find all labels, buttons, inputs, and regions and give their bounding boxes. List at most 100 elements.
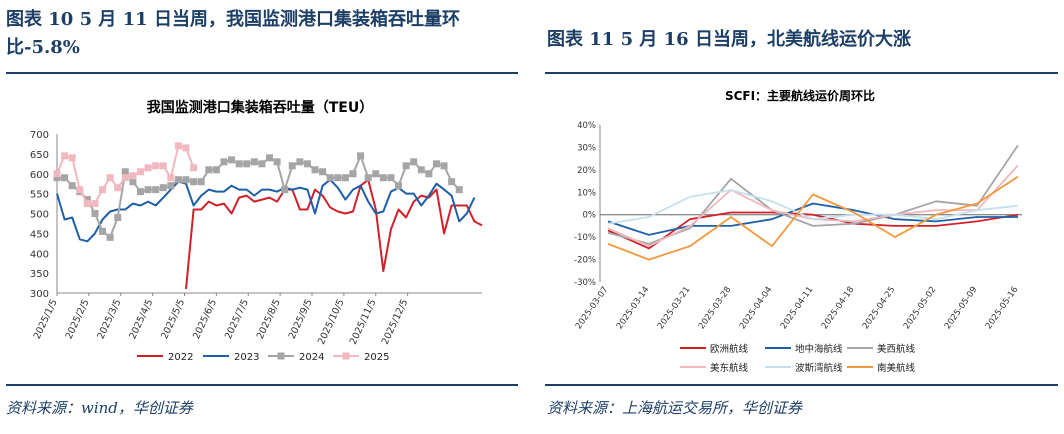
x-tick-label: 2025-05-16 bbox=[984, 285, 1021, 331]
series-marker-2024 bbox=[212, 166, 220, 174]
series-marker-2024 bbox=[99, 227, 107, 235]
series-marker-2025 bbox=[91, 200, 99, 208]
legend-label-南美航线: 南美航线 bbox=[877, 362, 916, 374]
series-marker-2024 bbox=[349, 170, 357, 178]
series-marker-2024 bbox=[121, 168, 129, 176]
series-marker-2024 bbox=[68, 182, 76, 190]
right-source: 资料来源：上海航运交易所，华创证券 bbox=[547, 399, 803, 417]
left-source-rule bbox=[6, 384, 518, 386]
series-marker-2025 bbox=[136, 168, 144, 176]
series-marker-2024 bbox=[281, 186, 289, 194]
series-marker-2024 bbox=[235, 160, 243, 168]
y-tick-label: 300 bbox=[30, 289, 49, 300]
left-heading-line1: 图表 10 5 月 11 日当周，我国监测港口集装箱吞吐量环 bbox=[6, 9, 460, 30]
x-tick-label: 2025-04-25 bbox=[861, 285, 898, 331]
x-tick-label: 2025/2/5 bbox=[64, 298, 92, 341]
series-marker-2025 bbox=[129, 172, 137, 180]
y-tick-label: -10% bbox=[574, 233, 596, 243]
x-tick-label: 2025/6/5 bbox=[191, 298, 219, 341]
series-marker-2024 bbox=[402, 162, 410, 170]
series-marker-2024 bbox=[364, 174, 372, 182]
series-marker-2024 bbox=[174, 176, 182, 184]
series-marker-2024 bbox=[106, 233, 114, 241]
series-marker-2025 bbox=[167, 174, 175, 182]
series-marker-2025 bbox=[152, 162, 160, 170]
legend-label-美西航线: 美西航线 bbox=[877, 343, 916, 355]
series-marker-2024 bbox=[258, 160, 266, 168]
series-line-波斯湾航线 bbox=[607, 189, 1019, 225]
y-tick-label: 30% bbox=[577, 143, 596, 153]
series-marker-2024 bbox=[61, 174, 69, 182]
series-marker-2025 bbox=[190, 164, 198, 172]
series-marker-2024 bbox=[182, 176, 190, 184]
y-tick-label: 40% bbox=[577, 121, 596, 131]
series-marker-2024 bbox=[303, 160, 311, 168]
series-marker-2024 bbox=[228, 156, 236, 164]
series-marker-2024 bbox=[114, 213, 122, 221]
series-marker-2024 bbox=[288, 162, 296, 170]
legend-marker-2025 bbox=[342, 352, 350, 360]
chart-title: 我国监测港口集装箱吞吐量（TEU） bbox=[147, 99, 373, 116]
y-tick-label: 350 bbox=[30, 269, 49, 280]
left-chart: 我国监测港口集装箱吞吐量（TEU） 300 350 400 450 500 550 600 65… bbox=[30, 99, 483, 363]
series-marker-2024 bbox=[266, 154, 273, 162]
x-tick-label: 2025/3/5 bbox=[95, 298, 123, 341]
y-tick-label: 650 bbox=[30, 150, 49, 161]
series-line-2024 bbox=[57, 154, 460, 239]
x-tick-label: 2025-05-09 bbox=[943, 285, 980, 331]
series-marker-2024 bbox=[395, 182, 403, 190]
x-tick-label: 2025-04-04 bbox=[738, 285, 775, 331]
y-tick-label: 550 bbox=[30, 190, 49, 201]
chart-title: SCFI：主要航线运价周环比 bbox=[725, 88, 875, 103]
series-line-2022 bbox=[185, 178, 483, 290]
x-tick-label: 2025/4/5 bbox=[127, 298, 155, 341]
x-tick-label: 2025-03-07 bbox=[574, 285, 611, 331]
series-marker-2024 bbox=[129, 178, 137, 186]
series-marker-2025 bbox=[114, 184, 122, 192]
series-marker-2024 bbox=[273, 158, 281, 166]
y-tick-label: 600 bbox=[30, 170, 49, 181]
y-tick-label: 10% bbox=[577, 188, 596, 198]
series-marker-2024 bbox=[167, 182, 175, 190]
x-tick-label: 2025/8/5 bbox=[255, 298, 283, 341]
legend-label-2023: 2023 bbox=[234, 352, 259, 363]
series-marker-2024 bbox=[372, 170, 380, 178]
right-figure-heading: 图表 11 5 月 16 日当周，北美航线运价大涨 bbox=[547, 29, 911, 50]
legend-label-地中海航线: 地中海航线 bbox=[795, 343, 843, 355]
series-marker-2024 bbox=[326, 174, 334, 182]
series-marker-2024 bbox=[417, 166, 425, 174]
series-marker-2025 bbox=[83, 200, 91, 208]
series-marker-2025 bbox=[121, 174, 129, 182]
legend-marker-2024 bbox=[277, 352, 285, 360]
legend-label-2025: 2025 bbox=[364, 352, 389, 363]
x-tick-label: 2025/1/5 bbox=[32, 298, 60, 341]
x-tick-label: 2025/11/5 bbox=[348, 298, 379, 347]
left-source: 资料来源：wind，华创证券 bbox=[6, 399, 193, 417]
legend-label-2024: 2024 bbox=[299, 352, 324, 363]
x-tick-label: 2025-03-28 bbox=[697, 285, 734, 331]
x-tick-label: 2025-03-14 bbox=[615, 285, 652, 331]
legend-label-欧洲航线: 欧洲航线 bbox=[710, 343, 749, 355]
y-tick-label: 500 bbox=[30, 210, 49, 221]
series-marker-2025 bbox=[159, 162, 167, 170]
series-line-地中海航线 bbox=[607, 202, 1018, 236]
y-tick-label: -20% bbox=[574, 256, 596, 266]
x-tick-label: 2025-05-02 bbox=[902, 285, 939, 331]
series-marker-2024 bbox=[53, 174, 61, 182]
series-marker-2024 bbox=[190, 178, 198, 186]
right-heading-rule bbox=[545, 72, 1058, 74]
series-marker-2024 bbox=[250, 158, 258, 166]
legend-label-2022: 2022 bbox=[168, 352, 193, 363]
series-marker-2025 bbox=[76, 186, 84, 194]
y-tick-label: 400 bbox=[30, 249, 49, 260]
series-line-南美航线 bbox=[607, 175, 1019, 261]
x-tick-label: 2025-04-18 bbox=[820, 285, 857, 331]
series-marker-2024 bbox=[440, 162, 448, 170]
series-marker-2024 bbox=[205, 166, 213, 174]
left-figure-heading: 图表 10 5 月 11 日当周，我国监测港口集装箱吞吐量环 比-5.8% bbox=[6, 6, 521, 62]
x-tick-label: 2025/7/5 bbox=[223, 298, 251, 341]
series-marker-2024 bbox=[387, 174, 395, 182]
series-marker-2024 bbox=[425, 170, 433, 178]
series-marker-2024 bbox=[91, 210, 99, 217]
y-tick-label: 0% bbox=[583, 211, 597, 221]
